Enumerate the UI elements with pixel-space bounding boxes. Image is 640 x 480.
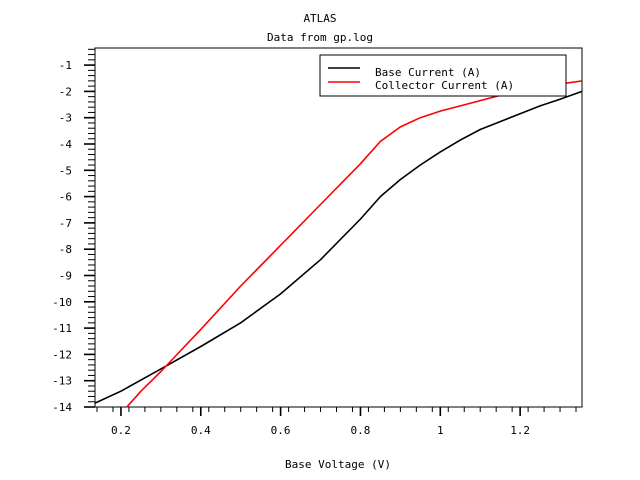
y-tick-label: -8 — [59, 243, 72, 256]
series-line-collector-current — [126, 80, 583, 408]
y-tick-label: -1 — [59, 59, 72, 72]
x-tick-label: 0.6 — [271, 424, 291, 437]
series-line-base-current — [94, 90, 583, 404]
y-tick-label: -9 — [59, 269, 72, 282]
y-tick-label: -7 — [59, 217, 72, 230]
legend-label-collector-current: Collector Current (A) — [375, 79, 514, 92]
y-tick-label: -13 — [52, 375, 72, 388]
x-tick-label: 1 — [437, 424, 444, 437]
y-tick-label: -4 — [59, 138, 73, 151]
chart-title: ATLAS — [303, 12, 336, 25]
x-tick-label: 0.8 — [351, 424, 371, 437]
y-axis: -1 -2 -3 -4 -5 -6 -7 -8 -9 -10 -11 -12 -13 -14 — [52, 48, 95, 414]
plot-frame — [94, 47, 583, 408]
y-tick-label: -2 — [59, 85, 72, 98]
y-tick-label: -14 — [52, 401, 72, 414]
y-tick-label: -6 — [59, 191, 72, 204]
chart-subtitle: Data from gp.log — [267, 31, 373, 44]
legend-box — [319, 54, 567, 97]
y-tick-label: -12 — [52, 348, 72, 361]
legend: Base Current (A) Collector Current (A) — [319, 54, 567, 97]
x-axis: 0.2 0.4 0.6 0.8 1 1.2 — [96, 407, 577, 437]
x-axis-label: Base Voltage (V) — [285, 458, 391, 471]
series-layer — [94, 80, 583, 408]
y-tick-label: -10 — [52, 296, 72, 309]
y-tick-label: -11 — [52, 322, 72, 335]
x-tick-label: 0.4 — [191, 424, 211, 437]
y-tick-label: -5 — [59, 164, 72, 177]
x-tick-label: 0.2 — [111, 424, 131, 437]
x-tick-label: 1.2 — [510, 424, 530, 437]
y-tick-label: -3 — [59, 112, 72, 125]
legend-label-base-current: Base Current (A) — [375, 66, 481, 79]
